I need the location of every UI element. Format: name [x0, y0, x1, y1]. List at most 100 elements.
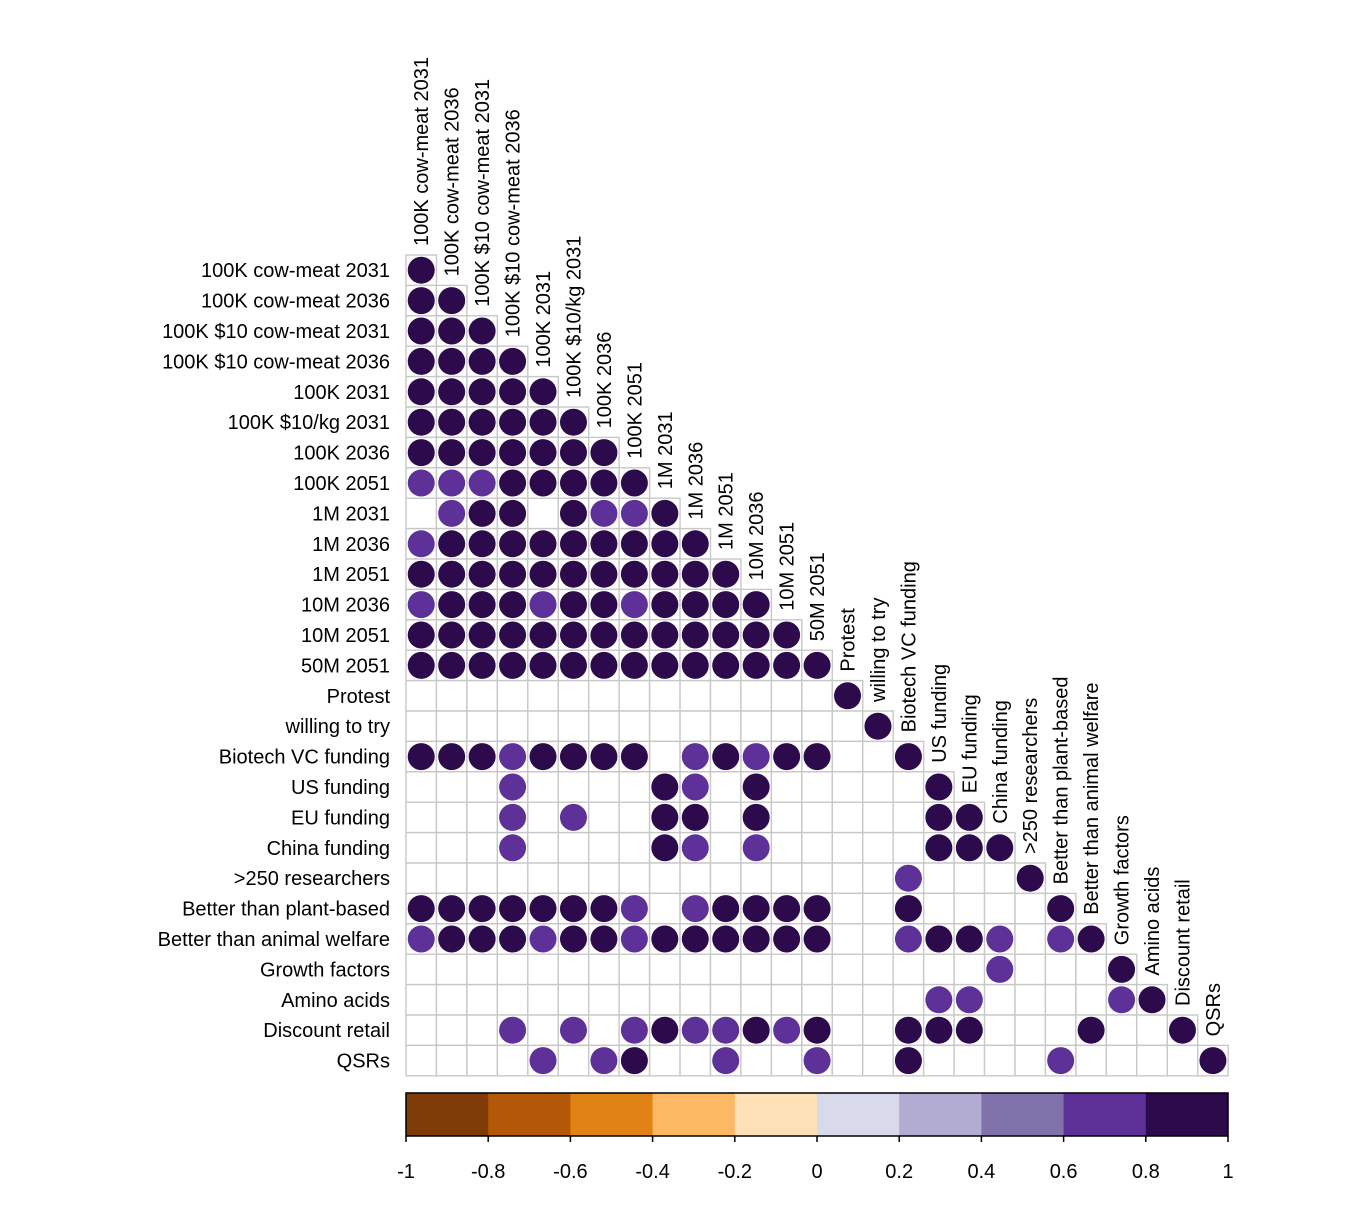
- grid-cell: [405, 953, 438, 986]
- correlation-dot: [894, 925, 922, 953]
- grid-cell: [892, 771, 925, 803]
- grid-cell: [1044, 953, 1077, 986]
- grid-cell: [527, 801, 559, 834]
- grid-cell: [831, 953, 864, 986]
- correlation-dot: [590, 560, 618, 588]
- correlation-dot: [468, 317, 496, 345]
- grid-cell: [648, 953, 681, 986]
- grid-cell: [1105, 1014, 1138, 1047]
- grid-cell: [1044, 1014, 1077, 1047]
- correlation-dot: [468, 408, 496, 436]
- colorbar-segment: [570, 1093, 654, 1136]
- colorbar-tick-label: 1: [1222, 1161, 1233, 1183]
- correlation-dot: [925, 986, 953, 1014]
- correlation-dot: [559, 925, 587, 953]
- grid-cell: [435, 862, 468, 895]
- correlation-dot: [407, 256, 435, 284]
- column-label: 50M 2051: [807, 552, 829, 641]
- correlation-dot: [559, 499, 587, 527]
- correlation-dot: [468, 347, 496, 375]
- correlation-dot: [955, 803, 983, 831]
- grid-cell: [892, 801, 925, 834]
- correlation-dot: [529, 469, 557, 497]
- correlation-dot: [1077, 1016, 1105, 1044]
- correlation-dot: [620, 499, 648, 527]
- correlation-dot: [651, 530, 679, 558]
- grid-cell: [770, 1044, 803, 1077]
- grid-cell: [983, 983, 1016, 1016]
- row-label: 100K 2031: [293, 382, 390, 404]
- grid-cell: [588, 831, 620, 864]
- correlation-dot: [1199, 1047, 1227, 1075]
- grid-cell: [862, 983, 894, 1016]
- grid-cell: [588, 679, 620, 712]
- correlation-dot: [620, 530, 648, 558]
- correlation-dot: [407, 469, 435, 497]
- correlation-dot: [742, 925, 770, 953]
- correlation-dot: [559, 621, 587, 649]
- column-label: 1M 2031: [655, 411, 677, 489]
- correlation-dot: [590, 530, 618, 558]
- correlation-dot: [468, 743, 496, 771]
- grid-cell: [953, 892, 986, 925]
- grid-cell: [740, 679, 773, 712]
- colorbar-segment: [734, 1093, 818, 1136]
- correlation-dot: [529, 560, 557, 588]
- grid-cell: [648, 1044, 681, 1077]
- grid-cell: [983, 892, 1016, 925]
- correlation-dot: [651, 591, 679, 619]
- grid-cell: [740, 862, 773, 895]
- row-label: Better than animal welfare: [158, 929, 390, 951]
- grid-cell: [405, 497, 438, 530]
- correlation-dot: [773, 651, 801, 679]
- colorbar-segment: [652, 1093, 736, 1136]
- colorbar-segment: [1063, 1093, 1147, 1136]
- grid-cell: [1044, 983, 1077, 1016]
- grid-cell: [527, 831, 559, 864]
- correlation-dot: [407, 651, 435, 679]
- row-label: Growth factors: [260, 959, 390, 981]
- grid-cell: [709, 862, 742, 895]
- grid-cell: [405, 1044, 438, 1077]
- correlation-dot: [438, 591, 466, 619]
- row-label: Amino acids: [281, 990, 390, 1012]
- correlation-dot: [651, 773, 679, 801]
- grid-cell: [557, 1044, 590, 1077]
- correlation-dot: [407, 530, 435, 558]
- colorbar-segment: [899, 1093, 982, 1136]
- column-label: 100K cow-meat 2036: [442, 87, 464, 276]
- row-label: willing to try: [285, 716, 390, 738]
- correlation-dot: [742, 651, 770, 679]
- correlation-dot: [438, 925, 466, 953]
- column-label: Protest: [838, 608, 860, 672]
- correlation-dot: [499, 347, 527, 375]
- grid-cell: [618, 831, 651, 864]
- grid-cell: [709, 953, 742, 986]
- correlation-dot: [925, 1016, 953, 1044]
- grid-cell: [922, 1044, 955, 1077]
- grid-cell: [648, 892, 681, 925]
- row-label: 100K cow-meat 2031: [201, 260, 390, 282]
- grid-cell: [648, 983, 681, 1016]
- column-label: 100K $10 cow-meat 2031: [472, 79, 494, 307]
- row-label: EU funding: [291, 807, 390, 829]
- row-label: 50M 2051: [301, 655, 390, 677]
- grid-cell: [527, 1014, 559, 1047]
- grid-cell: [466, 679, 499, 712]
- colorbar-tick-label: -0.8: [471, 1161, 505, 1183]
- correlation-dot: [712, 651, 740, 679]
- correlation-dot: [529, 408, 557, 436]
- correlation-dot: [620, 925, 648, 953]
- correlation-dot: [712, 1047, 740, 1075]
- grid-cell: [648, 679, 681, 712]
- grid-cell: [618, 801, 651, 834]
- correlation-dot: [712, 1016, 740, 1044]
- correlation-dot: [438, 408, 466, 436]
- column-labels: 100K cow-meat 2031 100K cow-meat 2036 100K…: [411, 57, 1225, 1036]
- correlation-dot: [559, 408, 587, 436]
- grid-cell: [466, 801, 499, 834]
- correlation-dot: [499, 803, 527, 831]
- correlation-dot: [1108, 955, 1136, 983]
- row-label: Better than plant-based: [182, 899, 390, 921]
- correlation-dot: [742, 895, 770, 923]
